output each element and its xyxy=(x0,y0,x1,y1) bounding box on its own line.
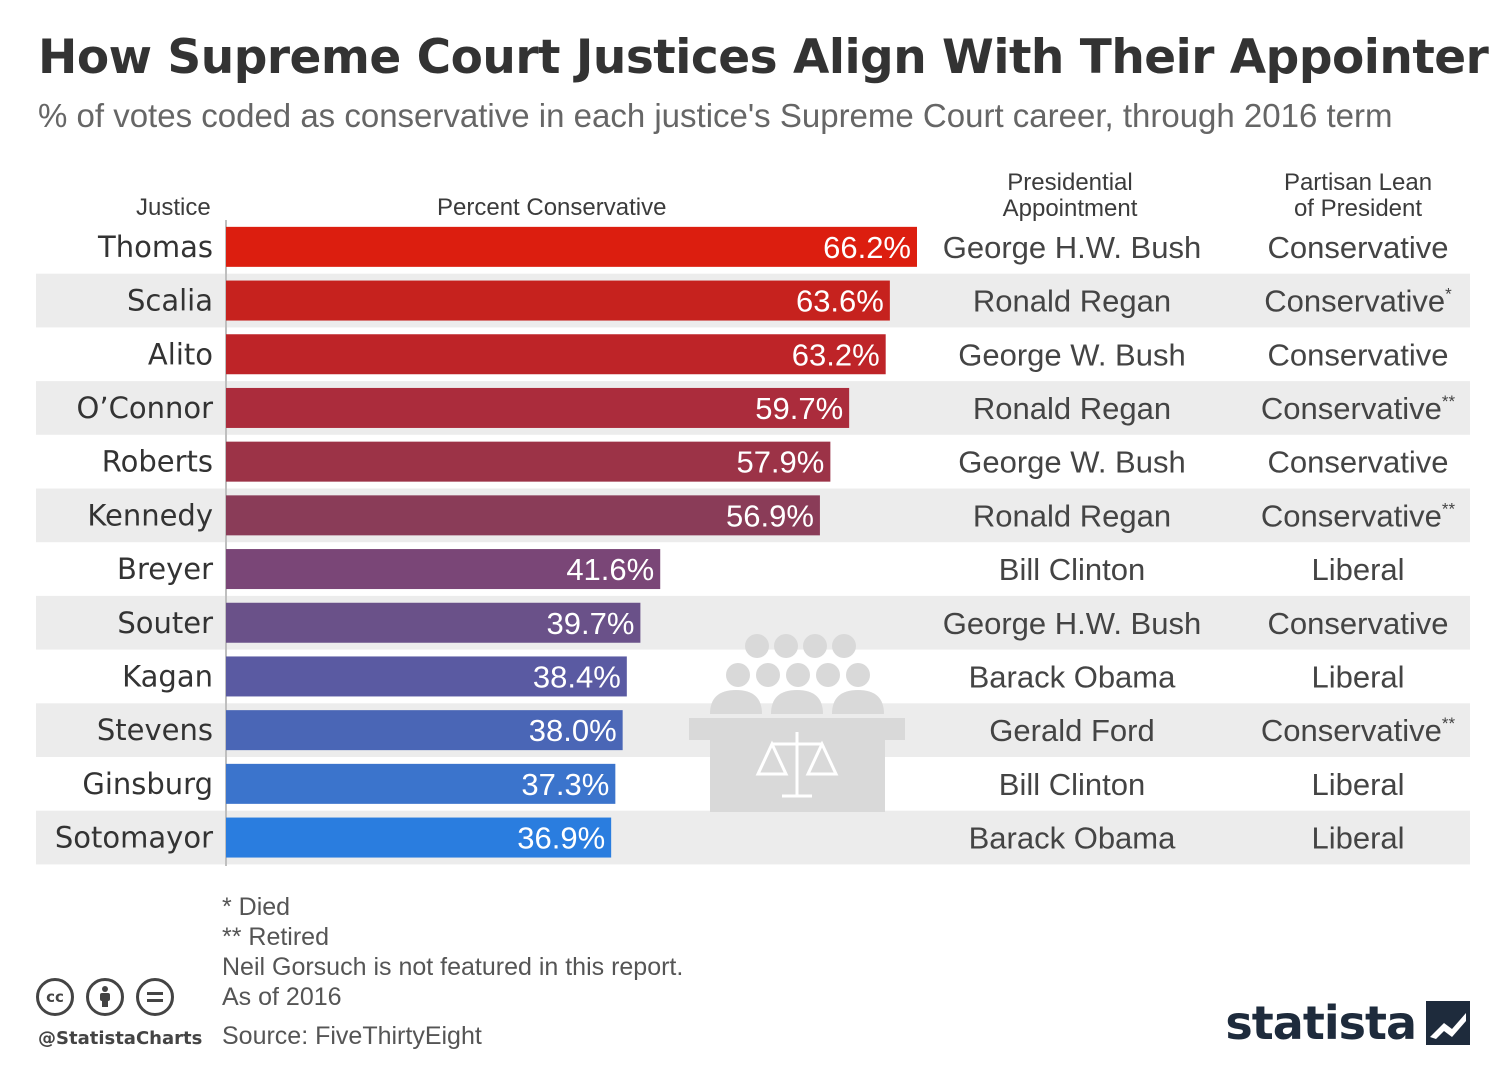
license-icons[interactable]: cc xyxy=(36,978,174,1016)
lean-cell: Conservative* xyxy=(1264,284,1452,319)
justice-name: Kagan xyxy=(122,659,213,693)
lean-cell: Liberal xyxy=(1311,659,1404,694)
bar-value-label: 38.0% xyxy=(529,713,617,748)
appointment-cell: George W. Bush xyxy=(958,445,1185,480)
appointment-cell: George W. Bush xyxy=(958,337,1185,372)
justice-name: Stevens xyxy=(97,713,213,747)
bar-value-label: 41.6% xyxy=(566,552,654,587)
lean-cell: Liberal xyxy=(1311,552,1404,587)
justice-name: O’Connor xyxy=(77,391,214,425)
justice-name: Breyer xyxy=(117,552,213,586)
bar-value-label: 63.6% xyxy=(796,284,884,319)
footnote-gorsuch: Neil Gorsuch is not featured in this rep… xyxy=(222,953,684,981)
lean-header: Partisan Lean of President xyxy=(1268,170,1448,222)
footnote-retired: ** Retired xyxy=(222,923,329,951)
appointment-cell: Barack Obama xyxy=(969,821,1177,856)
lean-cell: Liberal xyxy=(1311,767,1404,802)
appointment-cell: Bill Clinton xyxy=(999,552,1145,587)
bar-value-label: 63.2% xyxy=(792,337,880,372)
courthouse-icon xyxy=(689,634,905,812)
bar-value-label: 56.9% xyxy=(726,498,814,533)
bar-value-label: 36.9% xyxy=(517,821,605,856)
lean-cell: Conservative** xyxy=(1261,391,1456,426)
justice-name: Sotomayor xyxy=(55,821,213,855)
lean-footnote-mark: ** xyxy=(1442,714,1456,733)
lean-cell: Conservative xyxy=(1268,606,1449,641)
bar xyxy=(226,656,627,697)
bar xyxy=(226,710,623,751)
chart-rows: 66.2% Thomas George H.W. Bush Conservative 6… xyxy=(55,226,1456,858)
appointment-cell: George H.W. Bush xyxy=(943,606,1201,641)
footnote-as-of: As of 2016 xyxy=(222,983,342,1011)
bar xyxy=(226,226,917,267)
bar xyxy=(226,387,850,428)
statista-mark-icon xyxy=(1426,1001,1470,1045)
chart-title: How Supreme Court Justices Align With Th… xyxy=(38,30,1489,85)
justice-name: Souter xyxy=(117,606,213,640)
bar xyxy=(226,763,616,804)
bar xyxy=(226,602,641,643)
appointment-header: Presidential Appointment xyxy=(990,170,1150,222)
footnote-died: * Died xyxy=(222,893,291,921)
bar-value-label: 59.7% xyxy=(755,391,843,426)
source-link[interactable]: Source: FiveThirtyEight xyxy=(222,1022,482,1050)
bar-value-label: 38.4% xyxy=(533,659,621,694)
chart-subtitle: % of votes coded as conservative in each… xyxy=(38,97,1393,134)
bar xyxy=(226,441,831,482)
no-derivatives-icon[interactable] xyxy=(136,978,174,1016)
bar-value-label: 66.2% xyxy=(823,230,911,265)
bar xyxy=(226,495,820,536)
bar-value-label: 37.3% xyxy=(521,767,609,802)
lean-cell: Conservative xyxy=(1268,445,1449,480)
percent-header: Percent Conservative xyxy=(437,194,667,221)
appointment-cell: Ronald Regan xyxy=(973,391,1171,426)
appointment-header-line1: Presidential xyxy=(1007,169,1133,196)
lean-cell: Conservative** xyxy=(1261,713,1456,748)
appointment-cell: Ronald Regan xyxy=(973,498,1171,533)
lean-cell: Conservative xyxy=(1268,230,1449,265)
lean-cell: Liberal xyxy=(1311,821,1404,856)
justice-name: Thomas xyxy=(97,230,213,264)
lean-cell: Conservative xyxy=(1268,337,1449,372)
lean-footnote-mark: ** xyxy=(1442,392,1456,411)
twitter-handle[interactable]: @StatistaCharts xyxy=(38,1028,203,1049)
justice-name: Alito xyxy=(148,337,213,371)
bar-value-label: 57.9% xyxy=(736,445,824,480)
appointment-cell: Ronald Regan xyxy=(973,284,1171,319)
bar-chart: 66.2% Thomas George H.W. Bush Conservative 6… xyxy=(36,220,1470,866)
brand-name: statista xyxy=(1225,996,1417,1050)
attribution-icon[interactable] xyxy=(86,978,124,1016)
bar xyxy=(226,817,612,858)
bar-value-label: 39.7% xyxy=(546,606,634,641)
bar xyxy=(226,280,890,321)
appointment-header-line2: Appointment xyxy=(1002,195,1138,222)
lean-header-line1: Partisan Lean xyxy=(1283,169,1433,196)
lean-cell: Conservative** xyxy=(1261,498,1456,533)
appointment-cell: Bill Clinton xyxy=(999,767,1145,802)
statista-logo[interactable]: statista xyxy=(1225,996,1470,1050)
justice-name: Roberts xyxy=(102,445,213,479)
bar xyxy=(226,549,661,590)
bar xyxy=(226,334,886,375)
justice-header: Justice xyxy=(136,194,211,221)
footnotes: * Died ** Retired Neil Gorsuch is not fe… xyxy=(222,892,683,1012)
appointment-cell: Gerald Ford xyxy=(989,713,1154,748)
lean-header-line2: of President xyxy=(1293,195,1423,222)
justice-name: Ginsburg xyxy=(82,767,213,801)
cc-icon[interactable]: cc xyxy=(36,978,74,1016)
lean-footnote-mark: * xyxy=(1445,285,1452,304)
justice-name: Scalia xyxy=(127,284,213,318)
appointment-cell: Barack Obama xyxy=(969,659,1177,694)
lean-footnote-mark: ** xyxy=(1442,499,1456,518)
justice-name: Kennedy xyxy=(87,498,213,532)
appointment-cell: George H.W. Bush xyxy=(943,230,1201,265)
